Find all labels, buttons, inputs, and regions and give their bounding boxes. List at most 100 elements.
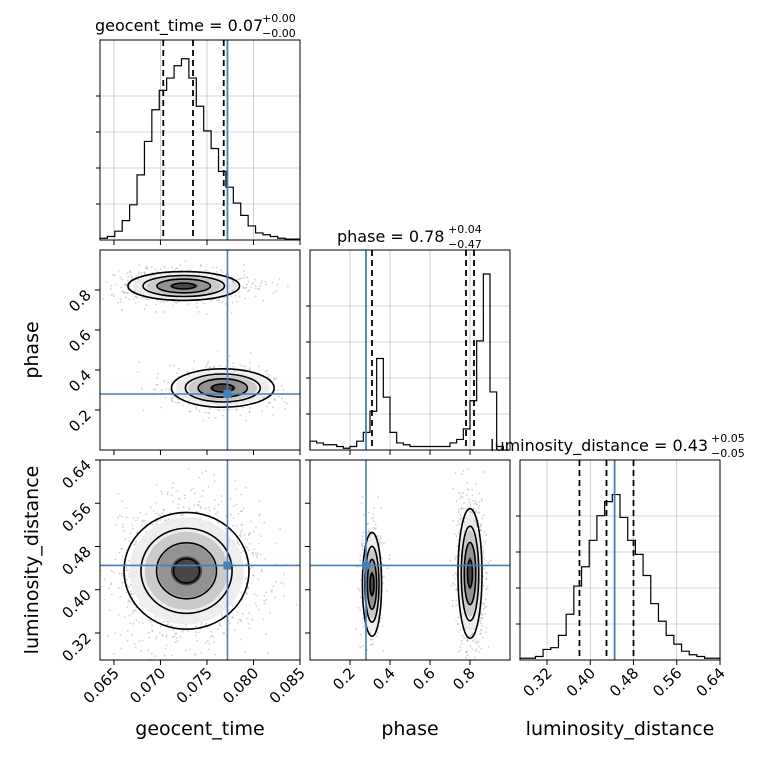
scatter-point (471, 488, 473, 491)
scatter-point (235, 408, 238, 411)
scatter-point (96, 295, 98, 297)
scatter-point (378, 625, 381, 628)
x-tick-label: 0.48 (606, 664, 642, 700)
scatter-point (271, 281, 274, 284)
scatter-point (118, 572, 121, 575)
scatter-point (251, 552, 254, 554)
scatter-point (204, 269, 207, 272)
scatter-point (465, 651, 468, 654)
scatter-point (188, 507, 191, 510)
scatter-point (388, 554, 391, 557)
scatter-point (214, 653, 217, 656)
scatter-point (254, 602, 257, 605)
scatter-point (372, 643, 374, 645)
scatter-point (283, 573, 285, 576)
scatter-point (203, 302, 206, 305)
panel-lumdist-vs-phase: 0.2 0.4 0.6 0.8 (305, 459, 511, 694)
scatter-point (155, 635, 158, 638)
scatter-point (258, 513, 261, 516)
scatter-point (468, 501, 471, 504)
scatter-point (193, 504, 195, 506)
contour-line (127, 270, 241, 302)
scatter-point (117, 614, 120, 616)
scatter-point (229, 513, 232, 516)
scatter-point (212, 636, 215, 639)
scatter-point (131, 524, 134, 527)
scatter-point (125, 284, 127, 287)
scatter-point (179, 264, 182, 266)
scatter-point (94, 560, 96, 562)
scatter-point (361, 539, 364, 542)
scatter-point (379, 540, 381, 543)
scatter-point (171, 636, 174, 638)
x-tick-label: 0.085 (266, 664, 309, 707)
x-tick-label: 0.32 (520, 664, 556, 700)
scatter-point (376, 635, 379, 638)
scatter-point (195, 408, 198, 411)
scatter-point (121, 309, 123, 311)
scatter-point (279, 581, 282, 584)
scatter-point (118, 586, 120, 589)
scatter-point (131, 612, 134, 614)
scatter-point (243, 274, 246, 276)
scatter-point (242, 285, 245, 288)
scatter-point (232, 517, 235, 519)
scatter-point (239, 414, 242, 417)
scatter-point (161, 512, 163, 515)
scatter-point (212, 266, 214, 269)
scatter-point (176, 267, 179, 270)
scatter-point (112, 273, 115, 276)
scatter-point (479, 525, 482, 528)
scatter-point (135, 274, 138, 277)
scatter-point (125, 283, 128, 286)
scatter-point (160, 490, 163, 493)
scatter-point (155, 523, 158, 526)
scatter-point (453, 583, 456, 586)
scatter-point (176, 398, 179, 401)
scatter-point (367, 511, 370, 514)
scatter-point (214, 416, 217, 419)
scatter-point (359, 633, 362, 636)
scatter-point (166, 665, 168, 667)
x-tick-label: 0.64 (692, 664, 728, 700)
scatter-point (367, 528, 370, 531)
scatter-point (147, 299, 150, 301)
scatter-point (203, 624, 206, 627)
scatter-point (126, 606, 129, 608)
scatter-point (480, 628, 483, 631)
scatter-point (243, 270, 246, 272)
scatter-point (151, 629, 153, 632)
scatter-point (466, 650, 468, 653)
scatter-point (206, 362, 209, 365)
scatter-point (239, 638, 242, 641)
scatter-point (125, 283, 127, 286)
scatter-point (193, 360, 195, 363)
scatter-point (172, 395, 175, 398)
scatter-point (268, 401, 270, 404)
scatter-point (222, 632, 224, 635)
scatter-point (366, 523, 369, 526)
scatter-point (478, 492, 481, 495)
scatter-point (130, 590, 132, 593)
scatter-point (148, 636, 151, 639)
scatter-point (167, 621, 170, 624)
scatter-point (169, 364, 172, 367)
scatter-point (175, 301, 177, 304)
scatter-point (150, 506, 152, 509)
scatter-point (140, 272, 143, 274)
scatter-point (469, 511, 472, 513)
scatter-point (182, 514, 184, 517)
scatter-point (170, 624, 173, 627)
scatter-point (249, 532, 252, 534)
scatter-point (146, 526, 149, 528)
scatter-point (107, 587, 110, 589)
scatter-point (195, 406, 197, 409)
scatter-point (101, 585, 104, 588)
scatter-point (462, 491, 465, 494)
scatter-point (103, 598, 106, 601)
contour-line (184, 373, 262, 403)
scatter-point (264, 370, 267, 373)
scatter-point (204, 507, 207, 510)
scatter-point (103, 578, 106, 581)
